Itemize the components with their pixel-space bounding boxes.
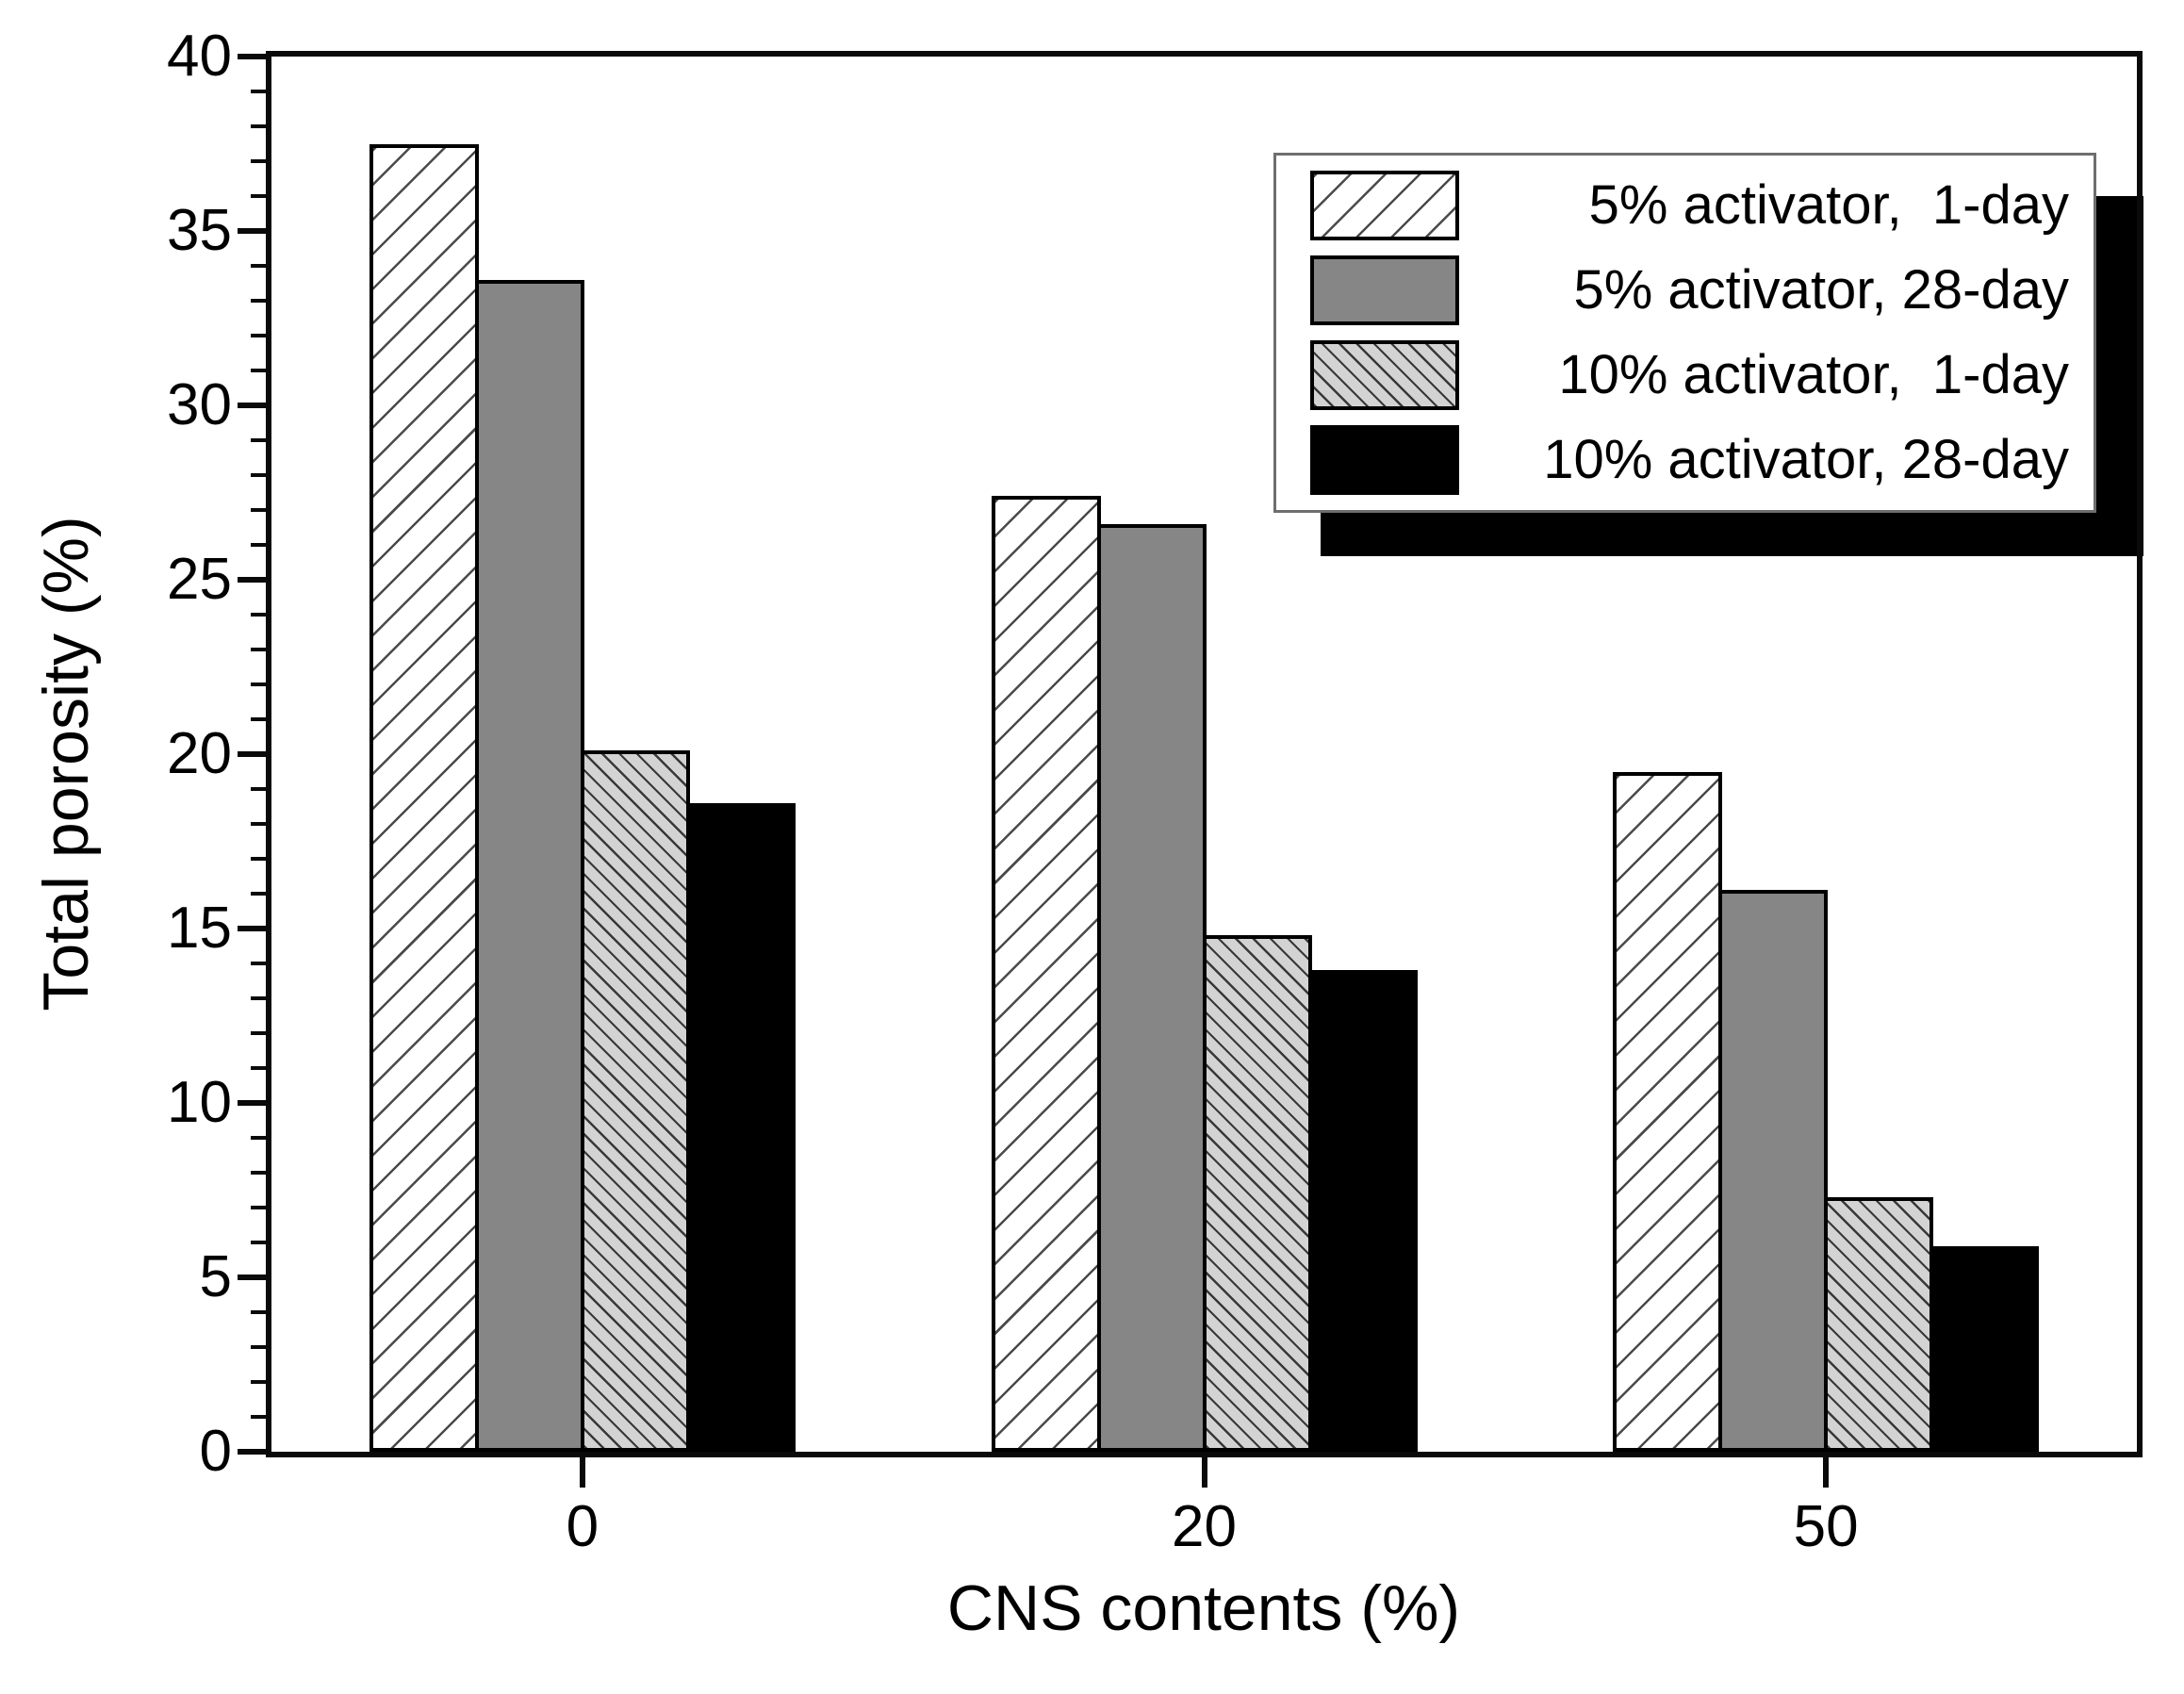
bar-series1-cns50 xyxy=(1613,771,1723,1452)
y-minor-tick xyxy=(251,508,271,512)
y-major-tick xyxy=(238,403,271,408)
bar-series3-cns0 xyxy=(580,750,690,1452)
legend-item-label: 5% activator, 28-day xyxy=(1573,259,2069,321)
legend: 5% activator, 1-day 5% activator, 28-day 1… xyxy=(1273,153,2096,513)
y-tick-label: 10 xyxy=(167,1070,232,1135)
y-minor-tick xyxy=(251,683,271,686)
y-tick-label: 25 xyxy=(167,547,232,612)
y-minor-tick xyxy=(251,438,271,442)
y-tick-label: 30 xyxy=(167,372,232,437)
y-minor-tick xyxy=(251,264,271,268)
y-minor-tick xyxy=(251,1136,271,1140)
y-minor-tick xyxy=(251,159,271,163)
legend-item: 5% activator, 28-day xyxy=(1310,253,2069,328)
x-tick-label: 50 xyxy=(1793,1494,1859,1559)
bar-series3-cns50 xyxy=(1824,1196,1934,1452)
y-tick-label: 20 xyxy=(167,721,232,786)
y-minor-tick xyxy=(251,857,271,861)
y-minor-tick xyxy=(251,613,271,617)
y-minor-tick xyxy=(251,124,271,128)
legend-swatch-forward-diagonal-hatch xyxy=(1310,171,1459,240)
y-major-tick xyxy=(238,228,271,234)
y-minor-tick xyxy=(251,194,271,198)
bar-series4-cns0 xyxy=(685,802,796,1452)
y-tick-label: 40 xyxy=(167,24,232,89)
legend-swatch-solid xyxy=(1310,255,1459,325)
bar-series4-cns50 xyxy=(1929,1245,2040,1452)
legend-item: 5% activator, 1-day xyxy=(1310,168,2069,243)
y-major-tick xyxy=(238,1449,271,1455)
legend-item-label: 10% activator, 28-day xyxy=(1543,429,2069,490)
y-minor-tick xyxy=(251,892,271,896)
y-minor-tick xyxy=(251,717,271,721)
y-tick-label: 5 xyxy=(199,1244,232,1309)
y-minor-tick xyxy=(251,996,271,1000)
bar-series2-cns20 xyxy=(1096,523,1207,1452)
legend-item-label: 5% activator, 1-day xyxy=(1588,174,2069,236)
bar-series4-cns20 xyxy=(1307,970,1418,1452)
x-axis-title: CNS contents (%) xyxy=(946,1572,1461,1644)
y-minor-tick xyxy=(251,1206,271,1209)
y-minor-tick xyxy=(251,543,271,547)
y-minor-tick xyxy=(251,648,271,651)
y-minor-tick xyxy=(251,90,271,93)
x-tick xyxy=(1823,1452,1830,1488)
legend-item-label: 10% activator, 1-day xyxy=(1558,344,2069,405)
y-minor-tick xyxy=(251,369,271,372)
y-major-tick xyxy=(238,926,271,931)
y-tick-label: 35 xyxy=(167,198,232,263)
y-tick-label: 15 xyxy=(167,896,232,961)
y-axis-title: Total porosity (%) xyxy=(30,516,102,1011)
legend-item: 10% activator, 1-day xyxy=(1310,337,2069,413)
y-tick-label: 0 xyxy=(199,1419,232,1484)
y-major-tick xyxy=(238,751,271,757)
y-minor-tick xyxy=(251,1241,271,1244)
bar-series1-cns0 xyxy=(369,143,479,1452)
y-minor-tick xyxy=(251,1345,271,1349)
y-minor-tick xyxy=(251,1066,271,1070)
bar-series1-cns20 xyxy=(991,496,1101,1452)
legend-swatch-solid xyxy=(1310,425,1459,495)
y-minor-tick xyxy=(251,1415,271,1419)
y-minor-tick xyxy=(251,1310,271,1314)
x-tick xyxy=(579,1452,585,1488)
y-major-tick xyxy=(238,1100,271,1106)
bar-series2-cns0 xyxy=(474,279,584,1452)
bar-series3-cns20 xyxy=(1202,935,1312,1452)
y-major-tick xyxy=(238,577,271,583)
x-tick xyxy=(1201,1452,1207,1488)
y-minor-tick xyxy=(251,1171,271,1175)
y-minor-tick xyxy=(251,334,271,337)
y-minor-tick xyxy=(251,787,271,791)
y-minor-tick xyxy=(251,962,271,965)
y-minor-tick xyxy=(251,822,271,826)
bar-series2-cns50 xyxy=(1718,890,1829,1452)
x-tick-label: 0 xyxy=(566,1494,599,1559)
y-minor-tick xyxy=(251,1031,271,1035)
y-minor-tick xyxy=(251,299,271,303)
y-minor-tick xyxy=(251,1380,271,1384)
legend-swatch-backward-diagonal-hatch xyxy=(1310,340,1459,410)
y-major-tick xyxy=(238,54,271,59)
y-major-tick xyxy=(238,1275,271,1280)
y-minor-tick xyxy=(251,473,271,477)
x-tick-label: 20 xyxy=(1172,1494,1237,1559)
legend-item: 10% activator, 28-day xyxy=(1310,422,2069,498)
